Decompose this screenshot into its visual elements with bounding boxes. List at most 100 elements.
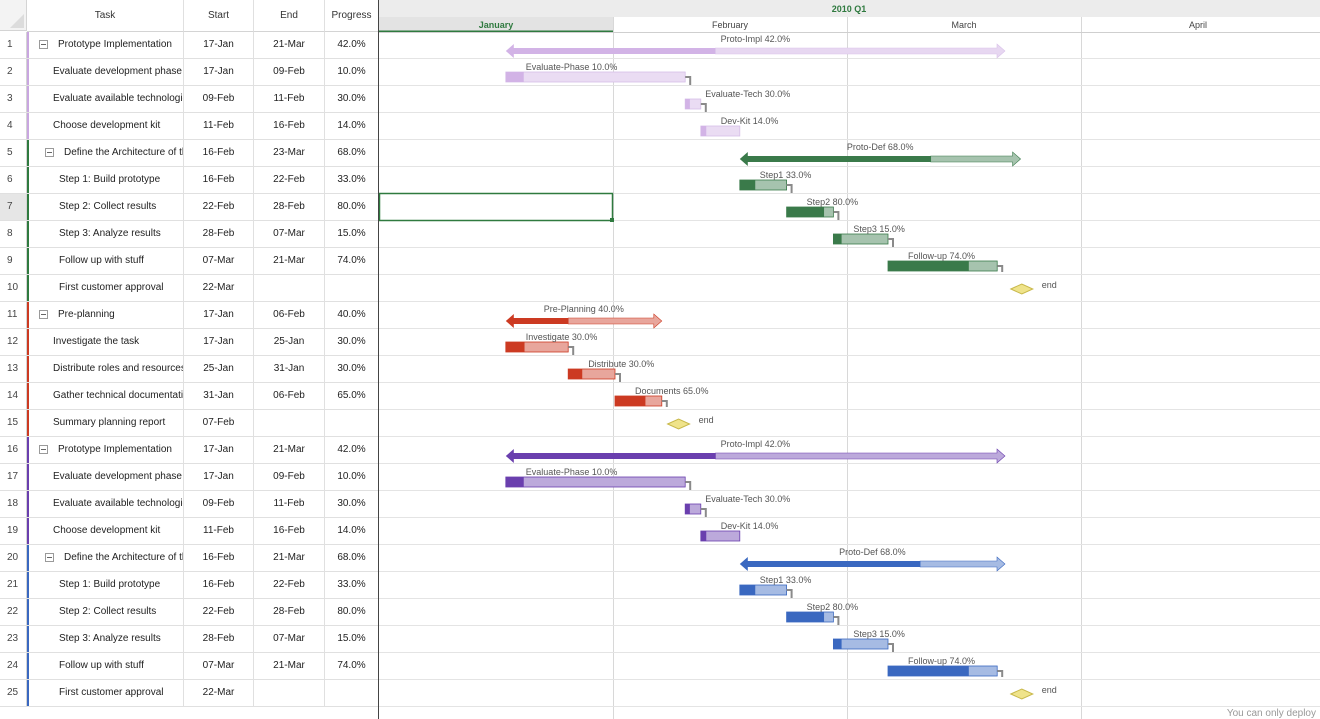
start-cell[interactable]: 16-Feb	[184, 545, 254, 571]
start-cell[interactable]: 17-Jan	[184, 437, 254, 463]
table-row[interactable]: 25 First customer approval 22-Mar	[0, 680, 378, 707]
milestone-marker[interactable]	[1009, 688, 1035, 700]
progress-cell[interactable]: 42.0%	[337, 444, 366, 455]
progress-cell[interactable]: 10.0%	[337, 66, 366, 77]
task-cell[interactable]: Investigate the task	[27, 329, 184, 355]
summary-bar-progress[interactable]	[739, 152, 931, 166]
row-number[interactable]: 16	[0, 437, 27, 463]
task-cell[interactable]: Evaluate development phase	[27, 464, 184, 490]
end-cell[interactable]: 21-Mar	[254, 437, 325, 463]
progress-cell[interactable]: 65.0%	[337, 390, 366, 401]
row-number[interactable]: 18	[0, 491, 27, 517]
end-cell[interactable]: 25-Jan	[254, 329, 325, 355]
end-cell[interactable]: 16-Feb	[254, 518, 325, 544]
task-cell[interactable]: Gather technical documentation	[27, 383, 184, 409]
task-cell[interactable]: Define the Architecture of the system	[27, 140, 184, 166]
end-cell[interactable]: 31-Jan	[254, 356, 325, 382]
start-cell[interactable]: 17-Jan	[184, 464, 254, 490]
start-cell[interactable]: 22-Mar	[184, 275, 254, 301]
row-number[interactable]: 23	[0, 626, 27, 652]
row-number[interactable]: 19	[0, 518, 27, 544]
end-cell[interactable]: 06-Feb	[254, 383, 325, 409]
start-cell[interactable]: 31-Jan	[184, 383, 254, 409]
row-number[interactable]: 24	[0, 653, 27, 679]
start-cell[interactable]: 09-Feb	[184, 86, 254, 112]
column-header-end[interactable]: End	[254, 0, 325, 32]
task-cell[interactable]: Prototype Implementation	[27, 437, 184, 463]
end-cell[interactable]: 09-Feb	[254, 464, 325, 490]
collapse-icon[interactable]	[39, 445, 48, 454]
end-cell[interactable]: 07-Mar	[254, 221, 325, 247]
task-cell[interactable]: Define the Architecture of the system	[27, 545, 184, 571]
task-cell[interactable]: Evaluate available technologies	[27, 86, 184, 112]
table-row[interactable]: 14 Gather technical documentation 31-Jan 06…	[0, 383, 378, 410]
row-number[interactable]: 5	[0, 140, 27, 166]
table-row[interactable]: 17 Evaluate development phase 17-Jan 09-Feb…	[0, 464, 378, 491]
column-header-progress[interactable]: Progress	[325, 0, 378, 32]
row-number[interactable]: 8	[0, 221, 27, 247]
month-label[interactable]: February	[712, 20, 749, 30]
start-cell[interactable]: 17-Jan	[184, 59, 254, 85]
table-row[interactable]: 2 Evaluate development phase 17-Jan 09-Feb 1…	[0, 59, 378, 86]
task-cell[interactable]: Step 1: Build prototype	[27, 167, 184, 193]
end-cell[interactable]	[254, 275, 325, 301]
column-header-task[interactable]: Task	[27, 0, 184, 32]
progress-cell[interactable]: 42.0%	[337, 39, 366, 50]
end-cell[interactable]: 11-Feb	[254, 86, 325, 112]
summary-bar-remaining[interactable]	[567, 313, 663, 329]
end-cell[interactable]: 28-Feb	[254, 599, 325, 625]
month-label[interactable]: March	[951, 20, 976, 30]
end-cell[interactable]: 21-Mar	[254, 545, 325, 571]
end-cell[interactable]: 28-Feb	[254, 194, 325, 220]
month-label[interactable]: January	[479, 20, 514, 30]
table-row[interactable]: 6 Step 1: Build prototype 16-Feb 22-Feb 33.0…	[0, 167, 378, 194]
row-number[interactable]: 1	[0, 32, 27, 58]
start-cell[interactable]: 11-Feb	[184, 518, 254, 544]
row-number[interactable]: 14	[0, 383, 27, 409]
table-row[interactable]: 21 Step 1: Build prototype 16-Feb 22-Feb 33.…	[0, 572, 378, 599]
milestone-marker[interactable]	[666, 418, 691, 430]
end-cell[interactable]: 21-Mar	[254, 653, 325, 679]
progress-cell[interactable]: 74.0%	[337, 660, 366, 671]
row-number[interactable]: 10	[0, 275, 27, 301]
summary-bar-progress[interactable]	[505, 449, 716, 463]
progress-cell[interactable]: 80.0%	[337, 606, 366, 617]
end-cell[interactable]: 23-Mar	[254, 140, 325, 166]
row-number[interactable]: 12	[0, 329, 27, 355]
progress-cell[interactable]: 15.0%	[337, 633, 366, 644]
task-cell[interactable]: Step 1: Build prototype	[27, 572, 184, 598]
progress-cell[interactable]: 30.0%	[337, 336, 366, 347]
summary-bar-remaining[interactable]	[930, 151, 1022, 167]
collapse-icon[interactable]	[39, 40, 48, 49]
table-row[interactable]: 5 Define the Architecture of the system16…	[0, 140, 378, 167]
table-row[interactable]: 1 Prototype Implementation 17-Jan 21-Mar 42.…	[0, 32, 378, 59]
selection-fill-handle[interactable]	[610, 218, 614, 222]
progress-cell[interactable]: 40.0%	[337, 309, 366, 320]
collapse-icon[interactable]	[45, 553, 54, 562]
progress-cell[interactable]	[325, 410, 378, 436]
table-row[interactable]: 9 Follow up with stuff 07-Mar 21-Mar 74.0%	[0, 248, 378, 275]
start-cell[interactable]: 25-Jan	[184, 356, 254, 382]
task-bar[interactable]	[700, 125, 741, 137]
start-cell[interactable]: 17-Jan	[184, 32, 254, 58]
progress-cell[interactable]: 74.0%	[337, 255, 366, 266]
table-row[interactable]: 13 Distribute roles and resources 25-Jan 31…	[0, 356, 378, 383]
task-cell[interactable]: Evaluate available technologies	[27, 491, 184, 517]
progress-cell[interactable]: 68.0%	[337, 147, 366, 158]
task-bar[interactable]	[832, 233, 889, 245]
progress-cell[interactable]: 30.0%	[337, 93, 366, 104]
start-cell[interactable]: 28-Feb	[184, 626, 254, 652]
row-number[interactable]: 6	[0, 167, 27, 193]
task-bar[interactable]	[700, 530, 741, 542]
table-row[interactable]: 3 Evaluate available technologies 09-Feb 11…	[0, 86, 378, 113]
task-cell[interactable]: Follow up with stuff	[27, 248, 184, 274]
task-cell[interactable]: Step 3: Analyze results	[27, 626, 184, 652]
selected-cell[interactable]	[379, 192, 614, 222]
row-number[interactable]: 20	[0, 545, 27, 571]
task-cell[interactable]: Pre-planning	[27, 302, 184, 328]
row-number[interactable]: 17	[0, 464, 27, 490]
task-cell[interactable]: Distribute roles and resources	[27, 356, 184, 382]
table-row[interactable]: 10 First customer approval 22-Mar	[0, 275, 378, 302]
table-row[interactable]: 16 Prototype Implementation 17-Jan 21-Mar 42…	[0, 437, 378, 464]
start-cell[interactable]: 07-Mar	[184, 653, 254, 679]
